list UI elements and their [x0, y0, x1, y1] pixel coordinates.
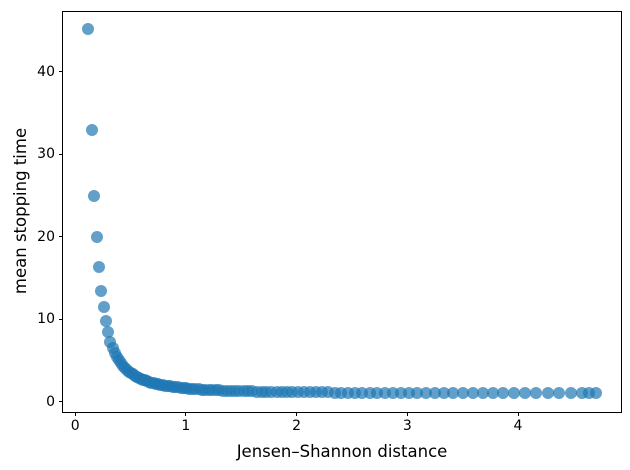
data-point: [90, 230, 103, 243]
x-axis-label: Jensen–Shannon distance: [236, 442, 448, 461]
data-point: [438, 386, 450, 399]
data-point: [97, 300, 110, 313]
data-point: [85, 124, 98, 137]
scatter-layer: [63, 12, 621, 412]
plot-area: 0 1 2 3 4 0 10 20 30 40: [37, 11, 622, 433]
y-tick-mark: [59, 401, 63, 403]
y-axis-label: mean stopping time: [11, 127, 31, 295]
x-tick-label: 1: [181, 418, 191, 434]
y-tick-label: 10: [37, 311, 55, 328]
x-tick-label: 4: [513, 418, 523, 434]
x-tick-mark: [296, 412, 298, 416]
y-tick-mark: [59, 153, 63, 155]
x-tick-mark: [185, 412, 187, 416]
data-point: [486, 387, 499, 400]
data-point: [541, 387, 554, 400]
data-point: [476, 387, 489, 399]
y-tick-mark: [59, 236, 63, 238]
data-point: [100, 314, 112, 327]
data-point: [93, 261, 105, 274]
data-point: [447, 387, 460, 399]
y-tick-mark: [59, 318, 63, 320]
y-tick-mark: [59, 71, 63, 73]
data-point: [81, 22, 94, 35]
data-point: [507, 387, 520, 400]
data-point: [590, 387, 603, 400]
data-point: [95, 285, 108, 298]
data-point: [518, 387, 531, 400]
x-tick-label: 2: [292, 418, 302, 434]
data-point: [466, 387, 479, 399]
data-point: [553, 387, 566, 400]
data-point: [88, 190, 100, 203]
data-point: [456, 387, 469, 399]
data-point: [428, 386, 441, 399]
data-point: [497, 387, 510, 400]
y-tick-label: 0: [46, 393, 55, 410]
y-tick-label: 30: [37, 146, 55, 163]
y-tick-label: 20: [37, 228, 55, 245]
x-tick-label: 0: [70, 418, 80, 434]
x-tick-mark: [517, 412, 519, 416]
x-tick-mark: [74, 412, 76, 416]
data-point: [102, 326, 115, 339]
data-point: [565, 387, 578, 400]
x-tick-label: 3: [402, 418, 412, 434]
x-tick-mark: [406, 412, 408, 416]
y-tick-label: 40: [37, 63, 55, 80]
data-point: [530, 387, 542, 400]
